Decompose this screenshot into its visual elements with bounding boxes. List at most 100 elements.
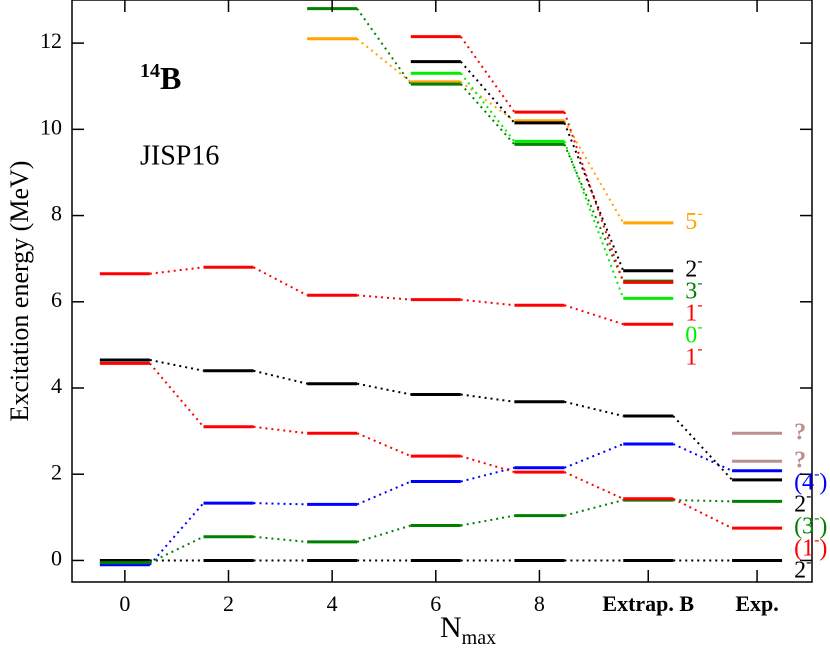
level-connector — [356, 8, 412, 85]
level-label-close: ) — [819, 469, 827, 495]
level-label: (4-) — [794, 465, 827, 495]
level-label-spin: (4 — [794, 469, 814, 495]
level-label-parity: - — [806, 553, 811, 570]
level-connector — [460, 81, 516, 122]
level-connector — [253, 502, 308, 506]
x-tick-label: 0 — [119, 591, 130, 616]
level-connector — [149, 502, 205, 566]
x-label-base: N — [440, 611, 462, 644]
level-label: 5- — [685, 205, 702, 235]
level-connector — [149, 358, 204, 372]
level-connector — [356, 524, 412, 543]
level-connector — [356, 480, 412, 506]
level-label: 3- — [685, 274, 702, 304]
level-label-parity: - — [697, 318, 702, 335]
x-tick-label: 8 — [534, 591, 545, 616]
level-connector — [253, 535, 308, 543]
x-tick-label: Exp. — [735, 591, 778, 616]
level-label-spin: 2 — [685, 256, 697, 282]
level-label-close: ) — [819, 513, 827, 539]
x-tick-label: 4 — [327, 591, 338, 616]
level-label-spin: 1 — [685, 300, 697, 326]
level-label-spin: ? — [794, 447, 806, 473]
level-label: 1- — [685, 296, 702, 326]
level-connector — [564, 471, 624, 500]
level-label-parity: - — [697, 274, 702, 291]
level-connector — [459, 72, 516, 143]
level-connector — [564, 443, 624, 469]
level-connector — [673, 499, 733, 503]
level-connector — [356, 432, 412, 458]
y-tick-label: 2 — [51, 459, 62, 484]
level-label-spin: 3 — [685, 278, 697, 304]
level-connector — [563, 111, 625, 283]
level-label: ? — [794, 447, 806, 473]
level-label-spin: ? — [794, 419, 806, 445]
level-connector — [356, 38, 412, 83]
y-tick-label: 6 — [51, 287, 62, 312]
level-label-parity: - — [814, 465, 819, 482]
level-label-spin: 5 — [685, 208, 697, 234]
level-connector — [357, 294, 411, 301]
level-connector — [563, 141, 625, 299]
level-label-spin: (1 — [794, 535, 814, 561]
level-label-parity: - — [697, 296, 702, 313]
level-label-parity: - — [814, 531, 819, 548]
level-connector — [460, 83, 516, 146]
level-label: 2- — [794, 553, 811, 583]
y-tick-label: 0 — [51, 545, 62, 570]
level-connector — [460, 514, 515, 527]
level-label: (3-) — [794, 509, 827, 539]
level-connector — [460, 466, 515, 483]
title-element: B — [160, 60, 181, 96]
x-tick-label: 2 — [223, 591, 234, 616]
level-connector — [564, 499, 624, 517]
level-label-spin: 0 — [685, 322, 697, 348]
level-label-spin: 2 — [794, 491, 806, 517]
level-connector — [672, 415, 733, 481]
level-connector — [564, 304, 624, 326]
level-connector — [149, 362, 205, 428]
y-tick-label: 8 — [51, 201, 62, 226]
level-connector — [563, 144, 625, 282]
chart-title: 14B — [140, 60, 181, 97]
level-connector — [460, 455, 515, 474]
level-connector — [253, 266, 308, 297]
level-label-spin: 2 — [794, 557, 806, 583]
level-connector — [356, 382, 411, 396]
level-connector — [149, 535, 204, 564]
level-label: 0- — [685, 318, 702, 348]
level-label-spin: 1 — [685, 344, 697, 370]
plot-frame — [71, 0, 813, 583]
level-label: (1-) — [794, 531, 827, 561]
y-tick-label: 12 — [40, 28, 62, 53]
x-label-sub: max — [462, 627, 496, 649]
level-connector — [460, 393, 515, 403]
chart-subtitle: JISP16 — [140, 140, 219, 171]
x-tick-label: 6 — [430, 591, 441, 616]
level-label: 2- — [685, 252, 702, 282]
level-label-parity: - — [697, 340, 702, 357]
level-connector — [460, 60, 516, 124]
level-connector — [459, 36, 516, 113]
level-label-spin: (3 — [794, 513, 814, 539]
level-connector — [149, 266, 204, 275]
y-tick-label: 4 — [51, 373, 62, 398]
level-label-parity: - — [697, 205, 702, 222]
level-connector — [253, 369, 308, 385]
y-axis-label: Excitation energy (MeV) — [5, 161, 34, 422]
y-tick-label: 10 — [40, 114, 62, 139]
x-tick-label: Extrap. B — [602, 591, 694, 616]
level-connector — [460, 298, 515, 307]
level-connector — [564, 400, 624, 417]
level-label: ? — [794, 419, 806, 445]
level-label-parity: - — [814, 509, 819, 526]
level-label: 2- — [794, 487, 811, 517]
level-label-close: ) — [819, 535, 827, 561]
x-axis-label: Nmax — [440, 611, 496, 649]
title-mass: 14 — [140, 60, 160, 82]
level-connector — [253, 425, 308, 435]
level-label-parity: - — [697, 252, 702, 269]
level-label-parity: - — [806, 487, 811, 504]
